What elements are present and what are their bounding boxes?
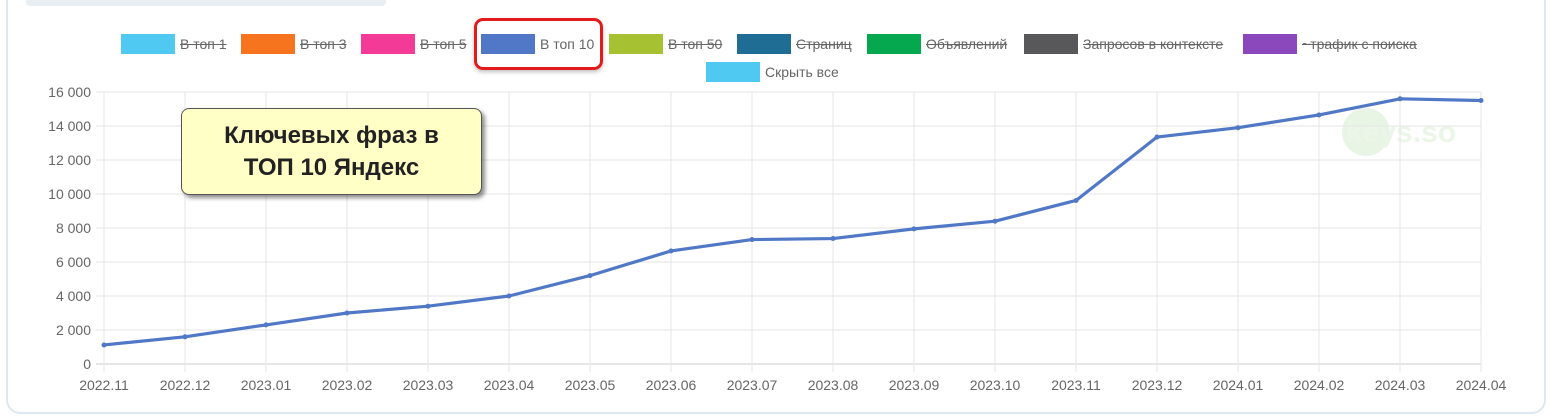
- callout-line-1: Ключевых фраз в: [224, 121, 439, 149]
- data-point[interactable]: [830, 236, 836, 242]
- legend-item-hide-all[interactable]: Скрыть все: [706, 62, 839, 82]
- legend-item-top5[interactable]: В топ 5: [361, 34, 467, 54]
- callout-note: Ключевых фраз в ТОП 10 Яндекс: [181, 108, 482, 195]
- legend-label: В топ 3: [300, 36, 347, 52]
- data-point[interactable]: [101, 342, 107, 348]
- legend-item-ads[interactable]: Объявлений: [867, 34, 1007, 54]
- legend-label: В топ 1: [180, 36, 227, 52]
- legend-item-context-queries[interactable]: Запросов в контексте: [1024, 34, 1223, 54]
- x-axis: 2022.11 2022.12 2023.01 2023.02 2023.03 2023.…: [79, 377, 1506, 393]
- legend-item-search-traffic[interactable]: ~трафик с поиска: [1243, 34, 1417, 54]
- watermark-logo-icon: [1342, 108, 1390, 156]
- data-point[interactable]: [1235, 125, 1241, 131]
- callout-text: Ключевых фраз в ТОП 10 Яндекс: [224, 120, 439, 184]
- legend-label: Объявлений: [926, 36, 1008, 52]
- x-tick-label: 2024.01: [1213, 377, 1264, 393]
- legend-swatch: [609, 34, 663, 54]
- legend-label: Скрыть все: [765, 64, 839, 80]
- legend-item-pages[interactable]: Страниц: [737, 34, 852, 54]
- legend-label: В топ 10: [540, 36, 595, 52]
- y-tick-label: 14 000: [48, 118, 91, 134]
- y-tick-label: 2 000: [56, 322, 91, 338]
- data-point[interactable]: [1478, 98, 1484, 103]
- x-tick-label: 2024.03: [1375, 377, 1426, 393]
- legend-swatch: [361, 34, 415, 54]
- x-tick-label: 2023.11: [1051, 377, 1101, 393]
- x-tick-label: 2022.11: [79, 377, 129, 393]
- data-point[interactable]: [182, 334, 188, 340]
- x-tick-label: 2023.05: [565, 377, 616, 393]
- x-tick-label: 2023.01: [241, 377, 292, 393]
- y-tick-label: 8 000: [56, 220, 91, 236]
- data-point[interactable]: [1073, 197, 1079, 203]
- legend-item-top1[interactable]: В топ 1: [121, 34, 227, 54]
- x-tick-label: 2023.04: [484, 377, 535, 393]
- x-tick-label: 2023.08: [808, 377, 859, 393]
- data-point[interactable]: [263, 322, 269, 328]
- legend-swatch: [1024, 34, 1078, 54]
- legend-swatch: [241, 34, 295, 54]
- data-point[interactable]: [587, 273, 593, 279]
- data-point[interactable]: [668, 248, 674, 254]
- data-point[interactable]: [1154, 134, 1160, 140]
- legend-swatch: [706, 62, 760, 82]
- callout-line-2: ТОП 10 Яндекс: [243, 153, 420, 181]
- chart-card: [6, 0, 1546, 414]
- data-point[interactable]: [344, 310, 350, 316]
- series-line: [102, 97, 1483, 347]
- x-tick-label: 2024.02: [1294, 377, 1345, 393]
- legend-swatch: [867, 34, 921, 54]
- data-point[interactable]: [911, 226, 917, 232]
- chart-legend: В топ 1 В топ 3 В топ 5 В топ 10 В топ 5…: [0, 0, 1552, 90]
- legend-item-top3[interactable]: В топ 3: [241, 34, 347, 54]
- x-tick-label: 2023.06: [646, 377, 697, 393]
- data-point[interactable]: [506, 293, 512, 299]
- legend-swatch: [1243, 34, 1297, 54]
- x-tick-label: 2023.12: [1132, 377, 1183, 393]
- watermark-text: keys.so: [1346, 116, 1456, 149]
- y-tick-label: 0: [83, 356, 91, 372]
- x-tick-label: 2023.02: [322, 377, 373, 393]
- legend-item-top50[interactable]: В топ 50: [609, 34, 722, 54]
- data-point[interactable]: [1397, 96, 1403, 102]
- x-tick-label: 2023.09: [889, 377, 940, 393]
- y-tick-label: 16 000: [48, 84, 91, 100]
- x-tick-label: 2023.03: [403, 377, 454, 393]
- y-axis: 0 2 000 4 000 6 000 8 000 10 000 12 000 14 000 1…: [48, 84, 91, 372]
- data-point[interactable]: [1316, 112, 1322, 118]
- legend-swatch: [121, 34, 175, 54]
- x-tick-label: 2024.04: [1456, 377, 1507, 393]
- legend-label: Запросов в контексте: [1083, 36, 1224, 52]
- data-point[interactable]: [425, 303, 431, 309]
- watermark: keys.so: [1342, 108, 1456, 156]
- y-tick-label: 12 000: [48, 152, 91, 168]
- data-point[interactable]: [749, 237, 755, 243]
- x-tick-label: 2023.07: [727, 377, 778, 393]
- legend-label: Страниц: [796, 36, 852, 52]
- legend-label: В топ 50: [668, 36, 723, 52]
- legend-label: В топ 5: [420, 36, 467, 52]
- y-tick-label: 6 000: [56, 254, 91, 270]
- series-group: [101, 96, 1484, 348]
- legend-swatch: [737, 34, 791, 54]
- y-tick-label: 4 000: [56, 288, 91, 304]
- legend-item-top10[interactable]: В топ 10: [481, 34, 594, 54]
- y-tick-label: 10 000: [48, 186, 91, 202]
- x-tick-label: 2023.10: [970, 377, 1021, 393]
- legend-swatch: [481, 34, 535, 54]
- card-title-placeholder: [26, 0, 386, 6]
- data-point[interactable]: [992, 218, 998, 224]
- x-tick-label: 2022.12: [160, 377, 211, 393]
- legend-label: ~трафик с поиска: [1302, 36, 1417, 52]
